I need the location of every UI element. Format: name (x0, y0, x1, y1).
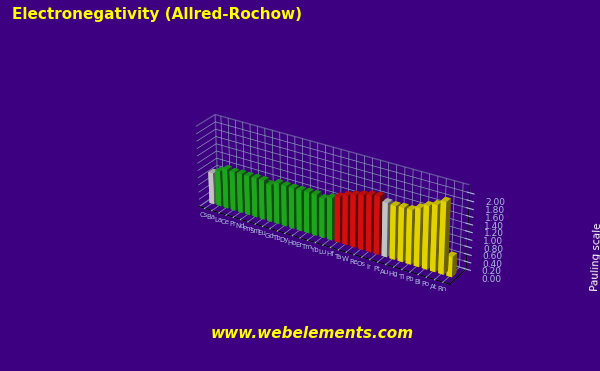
Text: www.webelements.com: www.webelements.com (211, 326, 413, 341)
Text: Electronegativity (Allred-Rochow): Electronegativity (Allred-Rochow) (12, 7, 302, 22)
